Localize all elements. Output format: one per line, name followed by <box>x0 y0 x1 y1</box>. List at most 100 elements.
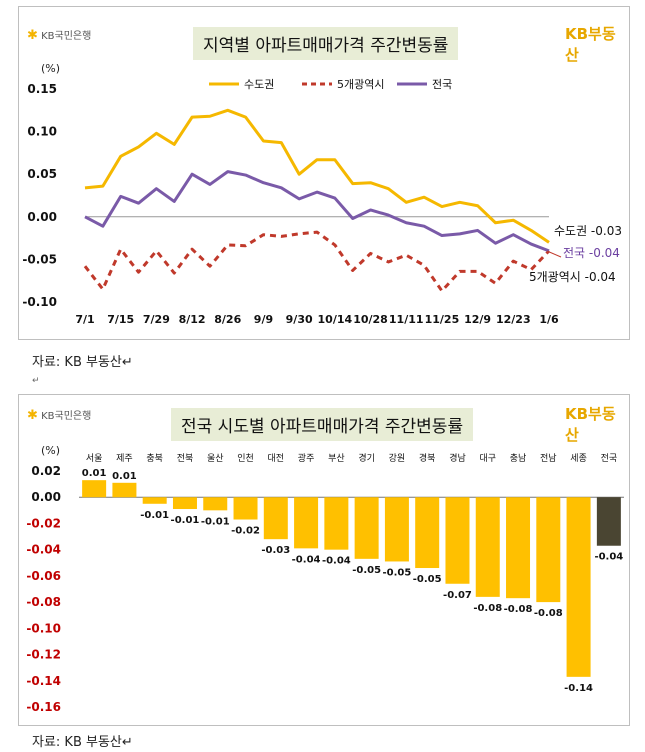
chart-title: 지역별 아파트매매가격 주간변동률 <box>193 27 459 60</box>
y-tick-label: 0.05 <box>27 167 57 181</box>
bar <box>324 497 349 550</box>
category-label: 강원 <box>389 453 406 464</box>
kb-star-icon-2: ✱ <box>27 408 38 423</box>
category-label: 세종 <box>570 453 587 464</box>
line-chart: (%) 0.15 0.10 0.05 0.00 -0.05 -0.10 7/1 7/15 7/29… <box>22 62 622 326</box>
data-label: -0.01 <box>140 510 169 521</box>
data-label: -0.14 <box>564 683 593 694</box>
x-tick-label: 8/12 <box>179 313 206 326</box>
kb-star-icon: ✱ <box>27 28 38 43</box>
data-label: -0.08 <box>534 608 563 619</box>
paragraph-mark: ↵ <box>32 376 40 386</box>
data-label: -0.02 <box>231 526 260 537</box>
kb-bank-logo-2: ✱ KB국민은행 <box>27 407 91 423</box>
category-label: 전남 <box>540 453 557 464</box>
y-tick-label: 0.10 <box>27 125 57 139</box>
category-label: 대전 <box>268 453 285 464</box>
end-label-national: 전국 -0.04 <box>563 246 620 260</box>
y-tick-label: 0.00 <box>31 490 61 504</box>
data-label: -0.05 <box>413 574 442 585</box>
data-label: -0.05 <box>352 565 381 576</box>
data-label: -0.04 <box>292 554 321 565</box>
x-tick-label: 11/11 <box>389 313 424 326</box>
bar-chart: (%) 0.02 0.00 -0.02 -0.04 -0.06 -0.08 -0.10 -0.1… <box>26 444 624 714</box>
kb-bank-logo: ✱ KB국민은행 <box>27 27 91 43</box>
data-label: -0.04 <box>594 552 623 563</box>
x-tick-label: 7/15 <box>107 313 134 326</box>
line-chart-panel: ✱ KB국민은행 KB부동산 지역별 아파트매매가격 주간변동률 (%) 0.15… <box>18 6 630 340</box>
y-tick-label: -0.06 <box>26 569 61 583</box>
y-unit-label: (%) <box>41 444 60 457</box>
bar <box>415 497 440 569</box>
source-caption-2: 자료: KB 부동산↵ <box>32 735 133 750</box>
bar <box>536 497 561 603</box>
category-label: 서울 <box>86 453 103 464</box>
y-tick-label: -0.16 <box>26 700 61 714</box>
bar <box>112 482 137 498</box>
end-label-sudo: 수도권 -0.03 <box>554 224 622 238</box>
series-line <box>84 170 550 253</box>
data-label: -0.04 <box>322 556 351 567</box>
y-tick-label: 0.00 <box>27 210 57 224</box>
end-label-leader <box>546 250 562 258</box>
x-tick-label: 9/30 <box>286 313 313 326</box>
category-label: 전국 <box>601 453 618 464</box>
bar <box>263 497 288 540</box>
series-line <box>84 108 550 244</box>
bar <box>233 497 258 520</box>
kb-bank-logo-text-2: KB국민은행 <box>41 411 92 422</box>
bar <box>172 497 197 510</box>
category-label: 충남 <box>510 453 527 464</box>
y-tick-label: -0.12 <box>26 648 61 662</box>
x-tick-label: 7/1 <box>75 313 94 326</box>
y-tick-label: -0.10 <box>22 295 57 309</box>
y-unit-label: (%) <box>41 62 60 75</box>
y-tick-label: 0.02 <box>31 464 61 478</box>
kb-bank-logo-text: KB국민은행 <box>41 31 92 42</box>
category-label: 인천 <box>237 453 254 464</box>
bar <box>596 497 621 546</box>
y-tick-label: -0.02 <box>26 516 61 530</box>
x-tick-label: 10/28 <box>353 313 388 326</box>
legend-entry: 수도권 <box>244 78 274 91</box>
category-label: 경북 <box>419 452 436 464</box>
x-tick-label: 1/6 <box>539 313 559 326</box>
y-tick-label: 0.15 <box>27 82 57 96</box>
x-tick-label: 12/23 <box>496 313 531 326</box>
category-label: 울산 <box>207 453 224 464</box>
data-label: -0.01 <box>201 516 230 527</box>
bar-chart-panel: ✱ KB국민은행 KB부동산 전국 시도별 아파트매매가격 주간변동률 (%) 0… <box>18 394 630 726</box>
data-label: -0.01 <box>171 515 200 526</box>
data-label: -0.08 <box>473 603 502 614</box>
y-tick-label: -0.04 <box>26 543 61 557</box>
chart-title-2: 전국 시도별 아파트매매가격 주간변동률 <box>171 408 474 441</box>
category-label: 대구 <box>479 453 496 464</box>
category-label: 부산 <box>328 453 345 464</box>
legend-entry: 5개광역시 <box>337 78 384 91</box>
legend-entry: 전국 <box>432 78 452 91</box>
series-line <box>83 230 551 293</box>
data-label: -0.03 <box>261 545 290 556</box>
end-label-metro: 5개광역시 -0.04 <box>529 270 616 284</box>
data-label: 0.01 <box>82 468 107 479</box>
category-label: 충북 <box>146 453 163 464</box>
bar <box>142 497 167 504</box>
data-label: -0.05 <box>383 567 412 578</box>
bar <box>294 497 319 549</box>
bar <box>354 497 379 559</box>
x-tick-label: 10/14 <box>318 313 353 326</box>
kb-realestate-brand: KB부동산 <box>565 25 616 64</box>
x-tick-label: 8/26 <box>214 313 241 326</box>
y-tick-label: -0.08 <box>26 595 61 609</box>
x-tick-label: 7/29 <box>143 313 170 326</box>
x-tick-label: 9/9 <box>254 313 273 326</box>
y-tick-label: -0.10 <box>26 621 61 635</box>
data-label: 0.01 <box>112 471 137 482</box>
y-tick-label: -0.14 <box>26 674 61 688</box>
bar <box>384 497 409 562</box>
category-label: 경기 <box>358 452 375 464</box>
bar <box>506 497 531 599</box>
x-tick-label: 12/9 <box>464 313 491 326</box>
category-label: 경남 <box>449 452 466 464</box>
data-label: -0.08 <box>504 604 533 615</box>
